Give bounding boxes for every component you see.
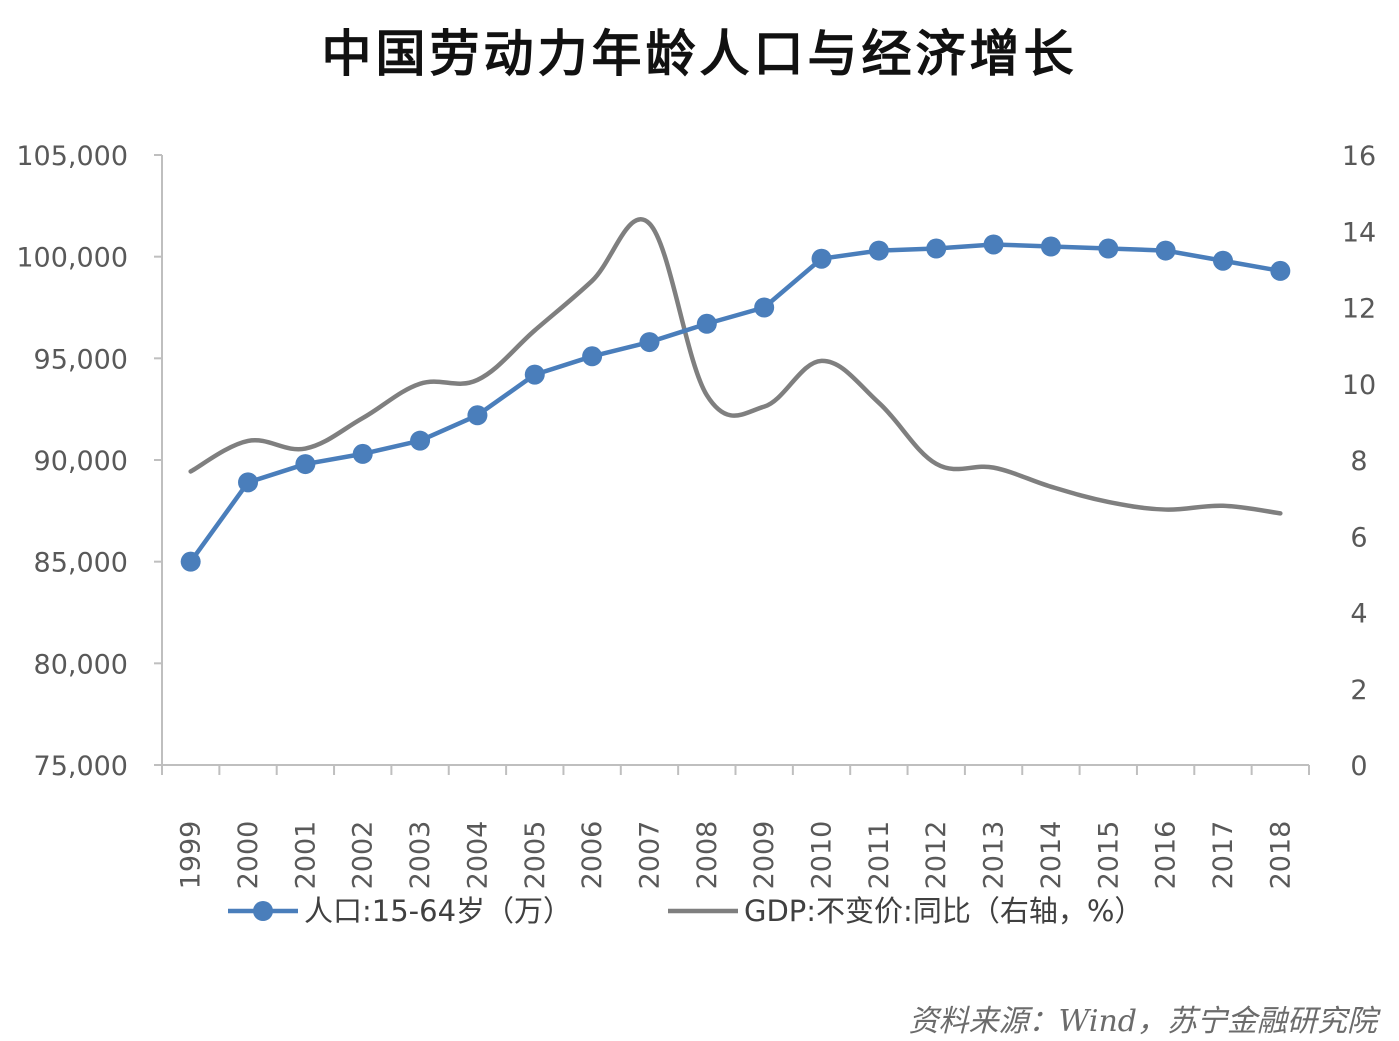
population-point [1155, 240, 1176, 261]
gdp-line [188, 217, 1283, 516]
x-tick-label: 2017 [1208, 821, 1239, 890]
x-tick-label: 2003 [405, 821, 436, 890]
legend: 人口:15-64岁（万） GDP:不变价:同比（右轴，%） [228, 894, 1143, 928]
x-tick-label: 2006 [577, 821, 608, 890]
x-tick-label: 2014 [1036, 821, 1067, 890]
population-point [926, 238, 947, 259]
y-right-tick-label: 0 [1350, 751, 1367, 782]
source-note: 资料来源：Wind，苏宁金融研究院 [908, 1004, 1377, 1039]
x-tick-label: 2000 [233, 821, 264, 890]
y-right-tick-label: 8 [1350, 446, 1367, 477]
x-tick-label: 2007 [634, 821, 665, 890]
y-left-tick-label: 75,000 [34, 751, 128, 782]
population-point [1098, 238, 1119, 259]
population-point [639, 332, 660, 353]
population-point [868, 240, 889, 261]
y-right-tick-label: 14 [1342, 217, 1376, 248]
y-right-tick-label: 12 [1342, 294, 1376, 325]
y-right-tick-label: 10 [1342, 370, 1376, 401]
population-point [696, 313, 717, 334]
population-point [1212, 250, 1233, 271]
population-point [352, 443, 373, 464]
x-tick-label: 2018 [1265, 821, 1296, 890]
y-left-tick-label: 90,000 [34, 446, 128, 477]
population-point [524, 364, 545, 385]
population-series [180, 234, 1291, 572]
population-line [188, 242, 1281, 563]
population-point [410, 430, 431, 451]
x-tick-label: 2005 [520, 821, 551, 890]
x-tick-label: 2013 [979, 821, 1010, 890]
x-tick-label: 2016 [1151, 821, 1182, 890]
y-left-tick-label: 105,000 [16, 141, 128, 172]
population-point [1270, 260, 1291, 281]
y-left-tick-label: 100,000 [16, 243, 128, 274]
legend-population-swatch-marker [253, 901, 273, 921]
population-point [811, 248, 832, 269]
population-point [295, 454, 316, 475]
x-tick-label: 2011 [864, 821, 895, 890]
y-right-tick-label: 4 [1350, 599, 1367, 630]
chart-title: 中国劳动力年龄人口与经济增长 [321, 25, 1078, 83]
population-point [180, 551, 201, 572]
population-point [1040, 236, 1061, 257]
y-right-tick-label: 16 [1342, 141, 1376, 172]
x-tick-label: 2001 [290, 821, 321, 890]
population-point [582, 346, 603, 367]
population-point [467, 405, 488, 426]
y-left-tick-label: 85,000 [34, 548, 128, 579]
tick-labels: 75,000 80,000 85,000 90,000 95,000 100,000 105… [16, 141, 1376, 889]
population-point [238, 472, 259, 493]
x-tick-label: 2012 [921, 821, 952, 890]
y-right-tick-label: 6 [1350, 522, 1367, 553]
y-right-tick-label: 2 [1350, 675, 1367, 706]
x-tick-label: 2008 [692, 821, 723, 890]
x-tick-label: 2004 [462, 821, 493, 890]
y-left-tick-label: 95,000 [34, 344, 128, 375]
y-left-tick-label: 80,000 [34, 649, 128, 680]
population-point [983, 234, 1004, 255]
gdp-series [188, 217, 1283, 516]
x-tick-label: 2010 [807, 821, 838, 890]
legend-gdp-label: GDP:不变价:同比（右轴，%） [744, 894, 1143, 928]
population-point [754, 297, 775, 318]
x-tick-label: 1999 [176, 821, 207, 890]
x-tick-label: 2009 [749, 821, 780, 890]
axes [154, 154, 1310, 775]
x-tick-label: 2002 [348, 821, 379, 890]
legend-population-label: 人口:15-64岁（万） [304, 894, 572, 928]
x-tick-label: 2015 [1093, 821, 1124, 890]
